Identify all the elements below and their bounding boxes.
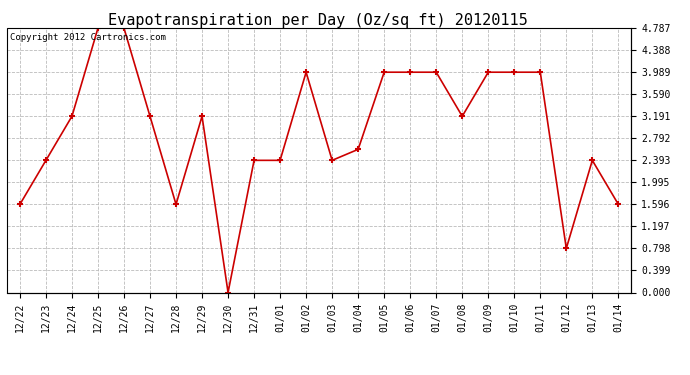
Text: Copyright 2012 Cartronics.com: Copyright 2012 Cartronics.com [10, 33, 166, 42]
Text: Evapotranspiration per Day (Oz/sq ft) 20120115: Evapotranspiration per Day (Oz/sq ft) 20… [108, 13, 527, 28]
